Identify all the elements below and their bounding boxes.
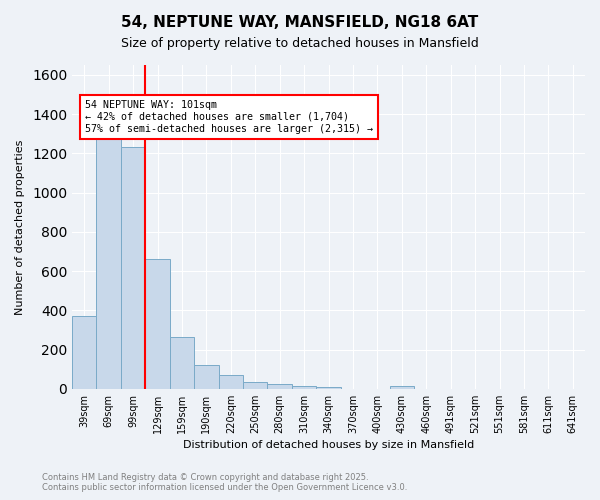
Y-axis label: Number of detached properties: Number of detached properties [15, 139, 25, 314]
Bar [243, 382, 268, 389]
Text: 54, NEPTUNE WAY, MANSFIELD, NG18 6AT: 54, NEPTUNE WAY, MANSFIELD, NG18 6AT [121, 15, 479, 30]
Bar [121, 148, 145, 389]
Bar [145, 260, 170, 389]
Bar [72, 316, 97, 389]
Bar [194, 366, 218, 389]
Bar [389, 386, 414, 389]
Text: Size of property relative to detached houses in Mansfield: Size of property relative to detached ho… [121, 38, 479, 51]
Text: 54 NEPTUNE WAY: 101sqm
← 42% of detached houses are smaller (1,704)
57% of semi-: 54 NEPTUNE WAY: 101sqm ← 42% of detached… [85, 100, 373, 134]
Bar [97, 136, 121, 389]
Bar [268, 384, 292, 389]
Bar [316, 387, 341, 389]
Bar [218, 375, 243, 389]
Bar [170, 337, 194, 389]
X-axis label: Distribution of detached houses by size in Mansfield: Distribution of detached houses by size … [183, 440, 474, 450]
Text: Contains HM Land Registry data © Crown copyright and database right 2025.
Contai: Contains HM Land Registry data © Crown c… [42, 473, 407, 492]
Bar [292, 386, 316, 389]
